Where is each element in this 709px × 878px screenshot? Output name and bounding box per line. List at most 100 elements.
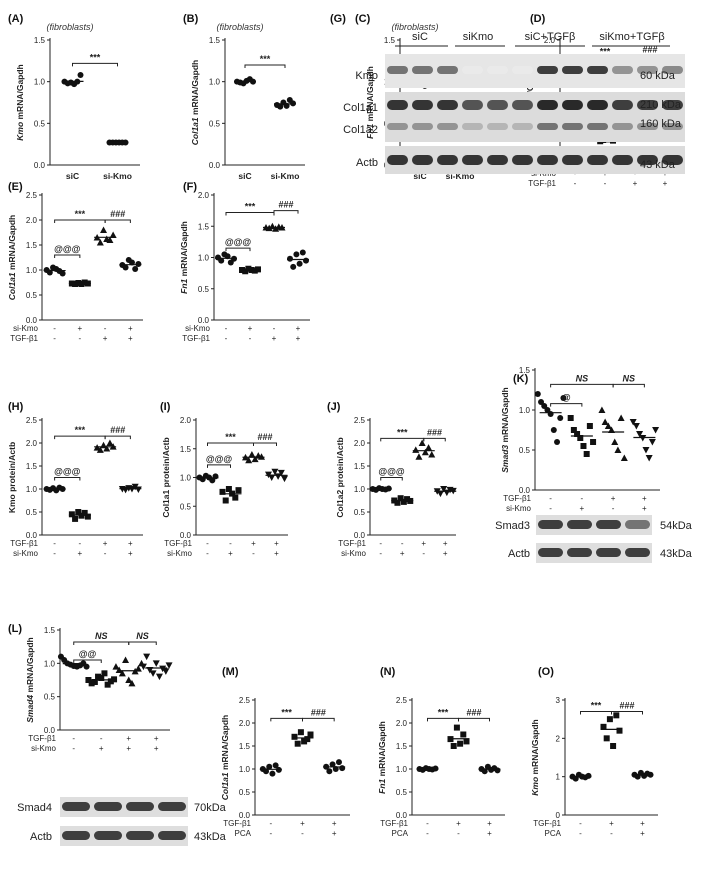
blots-K: Smad3 54kDa Actb 43kDa [495, 515, 693, 563]
data-point [128, 259, 135, 266]
y-tick-label: 0.0 [519, 486, 531, 495]
data-point [111, 676, 118, 683]
y-label-rest: mRNA/Gapdh [15, 64, 25, 122]
treatment-row-label: PCA [235, 829, 252, 838]
y-label-rest: mRNA/Gapdh [25, 637, 35, 695]
y-axis-label: Fn1 mRNA/Gapdh [377, 721, 387, 794]
data-point [143, 653, 151, 661]
blot-band [537, 123, 558, 130]
data-point [494, 767, 501, 774]
blot-band [412, 155, 433, 165]
significance-bracket [380, 477, 403, 481]
treatment-row-label: TGF-β1 [28, 734, 56, 743]
treatment-sign: - [426, 829, 429, 838]
treatment-sign: + [126, 744, 131, 753]
y-axis-label: Col1a2 protein/Actb [335, 437, 345, 517]
significance-bracket [458, 717, 490, 722]
y-tick-label: 1.0 [26, 485, 38, 494]
panel-letter: (F) [183, 181, 197, 193]
y-tick-label: 0.5 [239, 788, 251, 797]
blot-band [512, 123, 533, 130]
treatment-sign: + [128, 334, 133, 343]
data-point [165, 662, 173, 669]
data-point [95, 673, 102, 680]
data-point [212, 473, 219, 480]
significance-label: NS [136, 631, 149, 641]
blot-band [126, 831, 154, 840]
data-point [128, 679, 136, 687]
data-point [303, 257, 309, 264]
significance-bracket [73, 641, 130, 645]
data-point [242, 268, 249, 275]
panel-K: (K) 0.0 0.5 1.0 1.5 Smad3 mRNA/Gapdh @ NS NS TGF-… [500, 366, 660, 513]
blot-band [487, 100, 508, 110]
data-point [397, 495, 404, 502]
treatment-sign: + [642, 504, 647, 513]
data-point [135, 261, 142, 267]
y-axis-label: Kmo mRNA/Gapdh [530, 719, 540, 796]
data-point [645, 455, 653, 462]
y-label-gene: Fn1 [365, 123, 375, 138]
panel-letter: (O) [538, 666, 554, 678]
treatment-sign: - [53, 324, 56, 333]
y-tick-label: 2 [556, 734, 561, 743]
panel-G: (G) siC siKmo siC+TGFβ siKmo+TGFβ Kmo Col1a1 Co… [330, 13, 685, 174]
y-tick-label: 2.5 [396, 696, 408, 705]
data-point [255, 266, 261, 273]
y-tick-label: 1.5 [198, 222, 210, 231]
data-point [77, 72, 84, 78]
significance-bracket [225, 212, 275, 216]
y-tick-label: 1.5 [26, 241, 38, 250]
data-point [81, 509, 88, 516]
treatment-sign: - [269, 829, 272, 838]
data-point [301, 738, 308, 745]
blot-band [662, 100, 683, 110]
significance-bracket [54, 219, 106, 223]
data-point [88, 680, 95, 687]
data-point [614, 446, 622, 453]
y-tick-label: 0.0 [396, 811, 408, 820]
treatment-row-label: si-Kmo [13, 324, 38, 333]
y-axis-label: Fn1 mRNA/Gapdh [365, 66, 375, 139]
treatment-row-label: si-Kmo [31, 744, 56, 753]
significance-label: ### [466, 707, 481, 717]
y-tick-label: 1.0 [209, 78, 221, 87]
data-point [106, 236, 114, 243]
significance-bracket [580, 711, 612, 715]
y-tick-label: 0.5 [26, 508, 38, 517]
significance-label: *** [397, 427, 408, 437]
data-point [326, 768, 333, 775]
significance-label: ### [110, 425, 125, 435]
y-axis-label: Kmo protein/Actb [7, 442, 17, 513]
y-tick-label: 1.0 [34, 78, 46, 87]
data-point [225, 486, 232, 492]
treatment-sign: - [581, 494, 584, 503]
blot-band [596, 520, 621, 529]
blot-band [567, 548, 592, 557]
blot-row-label: Actb [356, 157, 378, 169]
y-tick-label: 0.0 [34, 161, 46, 170]
y-label-rest: mRNA/Gapdh [220, 715, 230, 773]
treatment-row-label: TGF-β1 [223, 819, 251, 828]
data-point [632, 423, 640, 430]
blot-band [412, 123, 433, 130]
y-tick-label: 0.5 [396, 788, 408, 797]
data-point [639, 435, 647, 442]
chart-title: (fibroblasts) [216, 22, 263, 32]
x-tick-label: siC [413, 171, 426, 181]
treatment-sign: + [251, 539, 256, 548]
significance-bracket [423, 437, 446, 442]
blot-band [487, 155, 508, 165]
treatment-row-label: TGF-β1 [533, 819, 561, 828]
treatment-sign: - [426, 819, 429, 828]
data-point [538, 399, 545, 405]
treatment-sign: + [272, 334, 277, 343]
treatment-sign: - [53, 549, 56, 558]
blot-band [538, 520, 563, 529]
treatment-row-label: si-Kmo [167, 549, 192, 558]
significance-bracket [54, 254, 81, 258]
data-point [557, 415, 564, 421]
data-point [550, 427, 557, 433]
y-label-rest: mRNA/Gapdh [190, 60, 200, 118]
